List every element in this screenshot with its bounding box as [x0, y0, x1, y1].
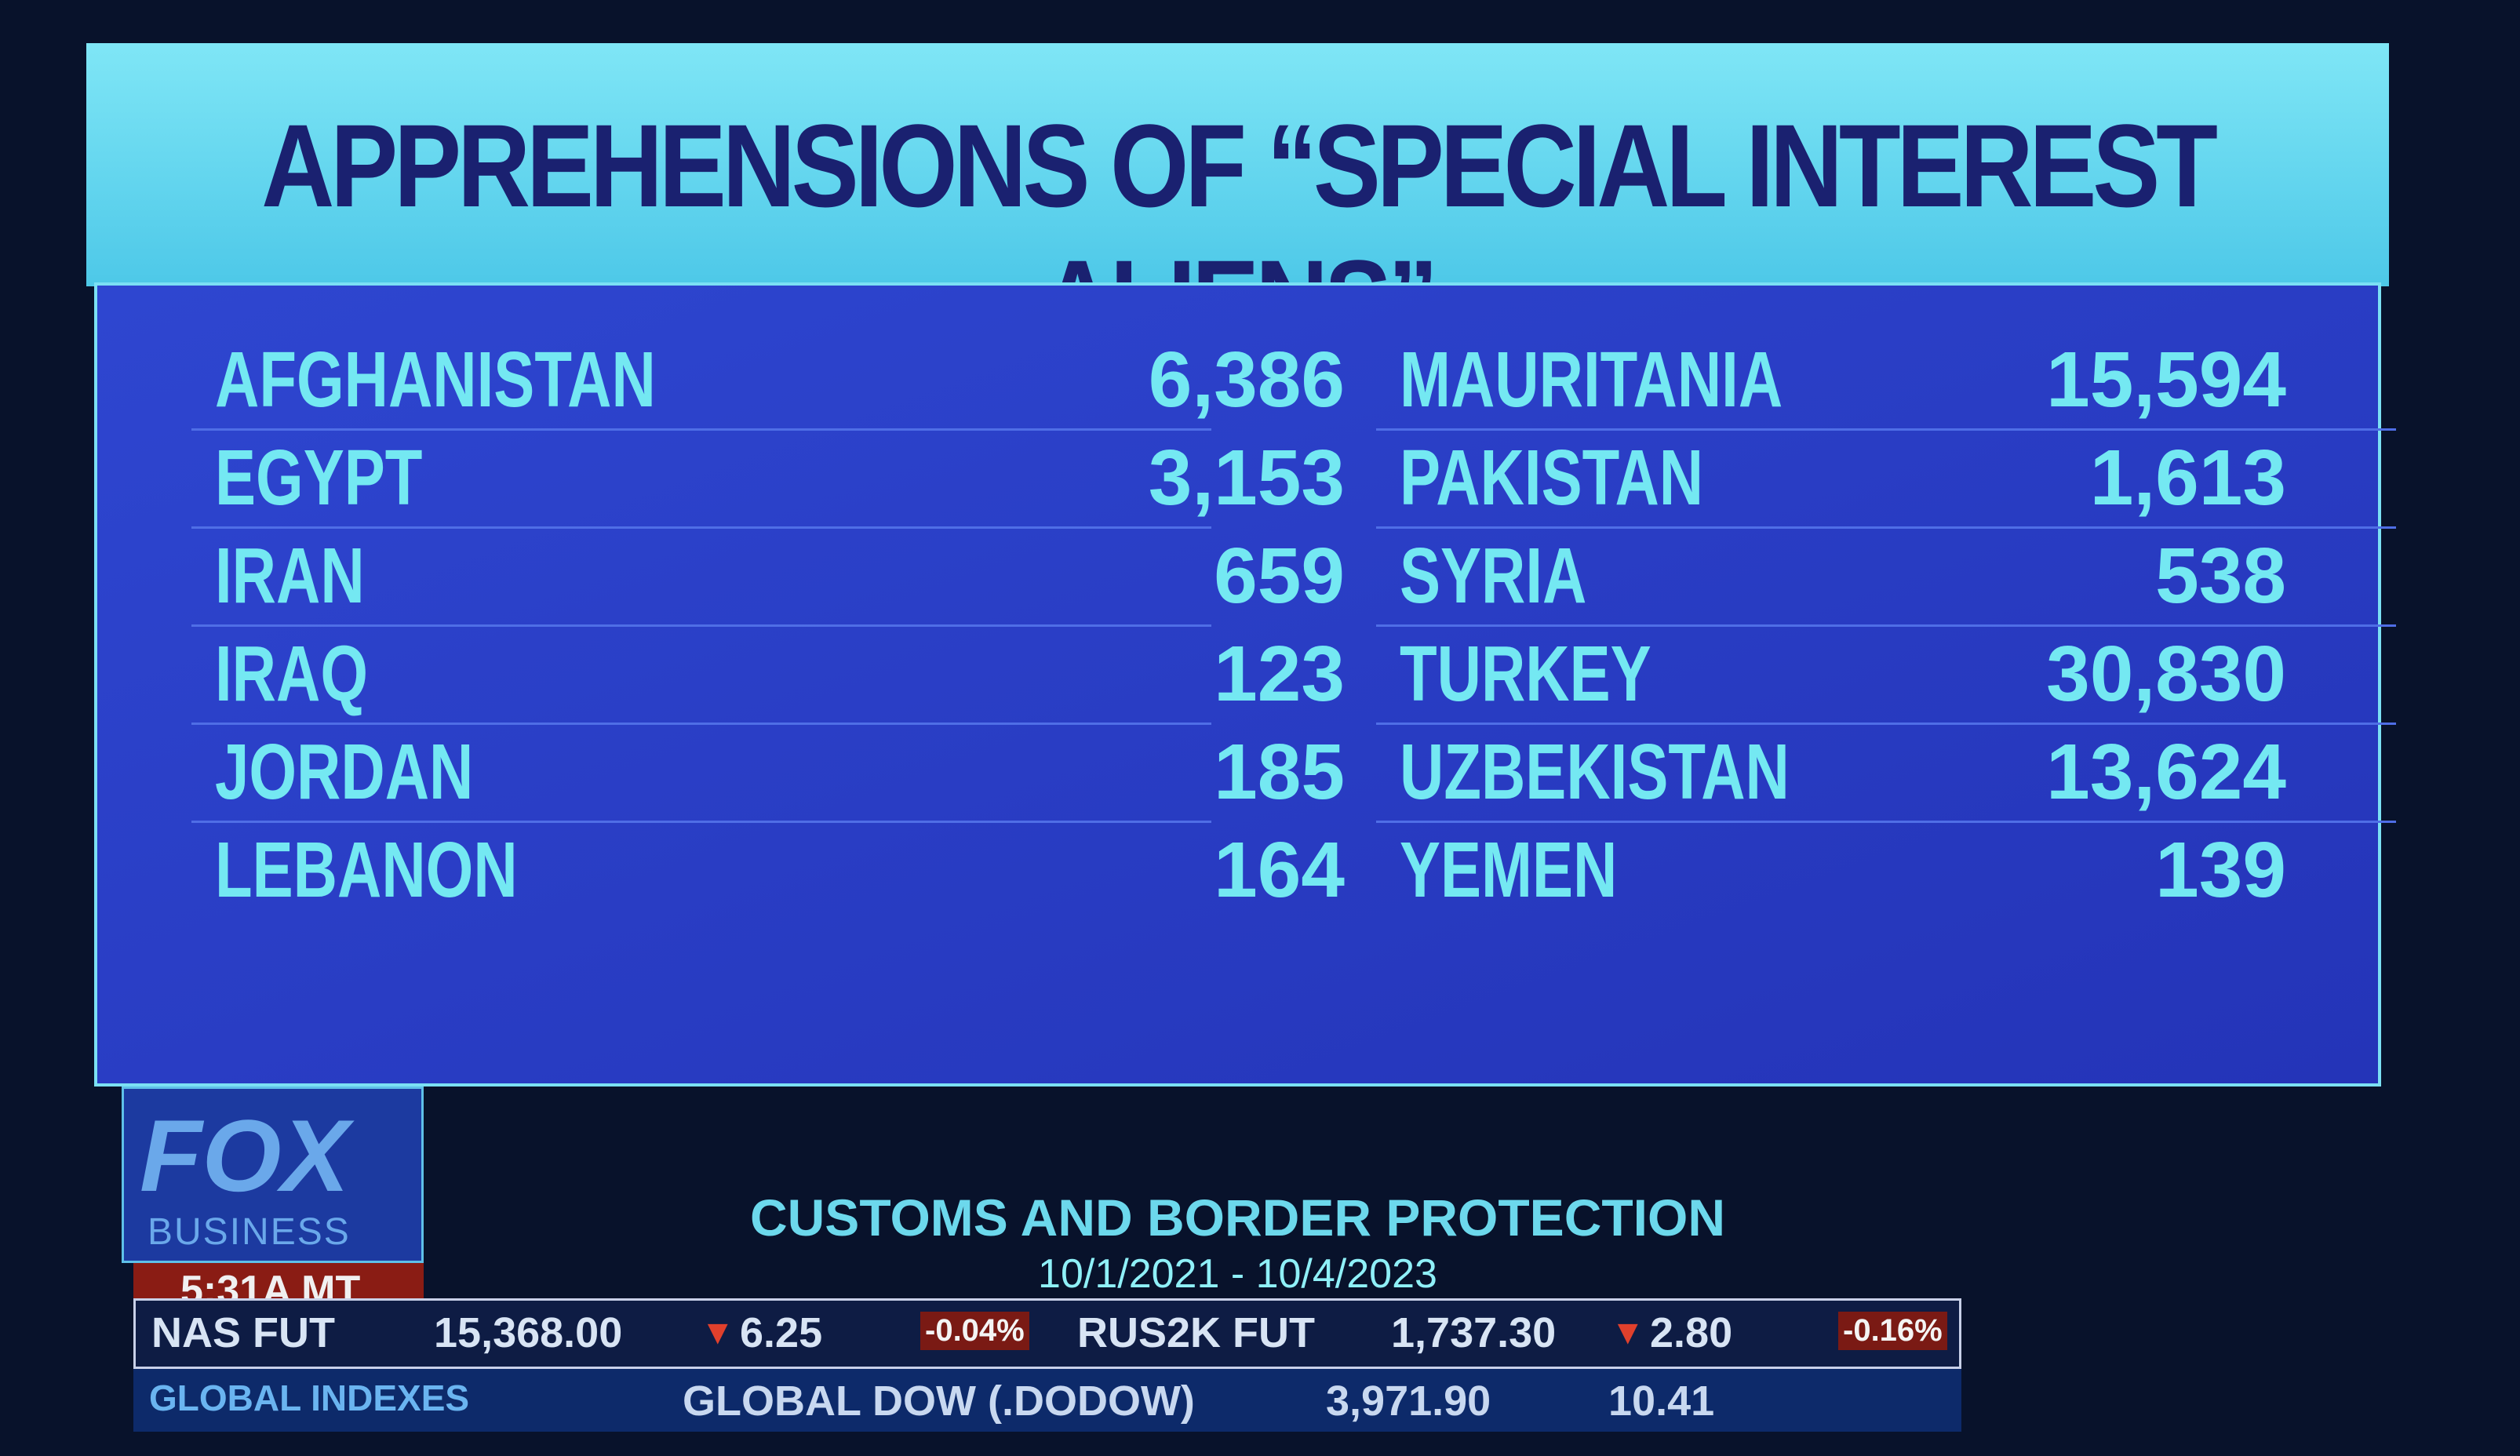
logo-sub: BUSINESS	[147, 1211, 351, 1253]
row-separator	[1376, 624, 2396, 627]
row-separator	[1376, 428, 2396, 431]
count: 659	[1214, 532, 1345, 620]
ticker-item: 2.80 ▼	[1611, 1309, 1733, 1356]
row-separator	[1376, 723, 2396, 725]
count: 164	[1214, 826, 1345, 914]
row-separator	[191, 526, 1211, 529]
count: 139	[2155, 826, 2286, 914]
down-arrow: ▼	[701, 1313, 735, 1352]
ticker-item: NAS FUT	[151, 1309, 335, 1356]
country: EGYPT	[215, 434, 423, 522]
logo: FOX BUSINESS	[122, 1087, 424, 1263]
count: 1,613	[2089, 434, 2286, 522]
country: SYRIA	[1400, 532, 1587, 620]
ticker-item: -0.16%	[1838, 1312, 1947, 1350]
count: 3,153	[1148, 434, 1345, 522]
table-panel: AFGHANISTAN 6,386 EGYPT 3,153 IRAN 659 IRAQ 123…	[94, 282, 2396, 1297]
ticker-item: -0.04%	[920, 1312, 1029, 1350]
country: MAURITANIA	[1400, 336, 1783, 424]
down-arrow: ▼	[1611, 1313, 1645, 1352]
country: JORDAN	[215, 728, 474, 816]
country: YEMEN	[1400, 826, 1618, 914]
ticker-item: GLOBAL INDEXES	[149, 1378, 470, 1418]
country: AFGHANISTAN	[215, 336, 656, 424]
row-separator	[1376, 821, 2396, 823]
count: 30,830	[2046, 630, 2286, 718]
source: CUSTOMS AND BORDER PROTECTION	[749, 1188, 1726, 1247]
ticker-item: 6.25 ▼	[701, 1309, 823, 1356]
ticker-item: 3,971.90	[1326, 1378, 1491, 1425]
ticker-item: 15,368.00	[434, 1309, 623, 1356]
ticker-item: 10.41	[1608, 1378, 1715, 1425]
row-separator	[191, 821, 1211, 823]
country: UZBEKISTAN	[1400, 728, 1790, 816]
country: IRAQ	[215, 630, 368, 718]
ticker-row: NAS FUT 15,368.00 6.25 ▼ -0.04% RUS2K FUT 1,73…	[133, 1298, 1961, 1369]
count: 15,594	[2046, 336, 2286, 424]
date-range: 10/1/2021 - 10/4/2023	[1038, 1251, 1437, 1297]
row-separator	[1376, 526, 2396, 529]
count: 538	[2155, 532, 2286, 620]
title-band: APPREHENSIONS OF “SPECIAL INTEREST ALIEN…	[86, 43, 2389, 367]
country: IRAN	[215, 532, 365, 620]
table: AFGHANISTAN 6,386 EGYPT 3,153 IRAN 659 IRAQ 123…	[97, 286, 2396, 1083]
ticker-row: GLOBAL INDEXES GLOBAL DOW (.DODOW) 3,971.9…	[133, 1369, 1961, 1432]
count: 6,386	[1148, 336, 1345, 424]
count: 185	[1214, 728, 1345, 816]
country: TURKEY	[1400, 630, 1651, 718]
country: PAKISTAN	[1400, 434, 1704, 522]
ticker-item: RUS2K FUT	[1077, 1309, 1316, 1356]
ticker-item: 1,737.30	[1391, 1309, 1557, 1356]
ticker-item: GLOBAL DOW (.DODOW)	[683, 1378, 1195, 1425]
row-separator	[191, 624, 1211, 627]
logo-name: FOX	[140, 1098, 350, 1213]
count: 13,624	[2046, 728, 2286, 816]
count: 123	[1214, 630, 1345, 718]
country: LEBANON	[215, 826, 518, 914]
row-separator	[191, 723, 1211, 725]
row-separator	[191, 428, 1211, 431]
